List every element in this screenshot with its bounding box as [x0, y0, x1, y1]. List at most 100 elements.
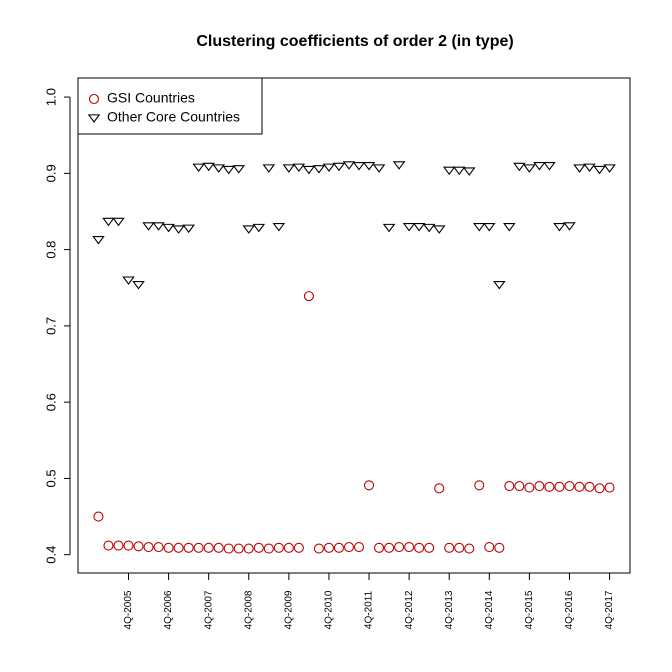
point: [212, 164, 225, 173]
point: [143, 542, 154, 553]
point: [352, 162, 366, 171]
point: [312, 165, 326, 174]
point: [484, 542, 495, 553]
point: [444, 542, 455, 553]
point: [252, 223, 266, 233]
point: [222, 165, 236, 175]
point: [533, 162, 546, 171]
point: [192, 163, 205, 173]
point: [563, 222, 576, 231]
point: [504, 481, 515, 492]
point: [182, 224, 195, 234]
x-tick-label: 4Q-2005: [123, 590, 134, 629]
point: [88, 93, 100, 105]
point: [322, 163, 336, 173]
point: [454, 542, 465, 553]
point: [323, 542, 334, 553]
point: [462, 167, 476, 176]
point: [262, 164, 276, 173]
point: [102, 217, 115, 227]
point: [342, 161, 356, 170]
point: [203, 542, 214, 553]
point: [554, 481, 565, 492]
point: [604, 482, 615, 493]
point: [464, 543, 475, 554]
point: [363, 480, 375, 491]
point: [113, 540, 124, 551]
x-tick-label: 4Q-2009: [283, 590, 294, 629]
point: [523, 164, 536, 173]
point: [412, 223, 426, 232]
legend-label: Other Core Countries: [107, 109, 240, 125]
x-tick-label: 4Q-2017: [604, 590, 615, 629]
point: [233, 543, 244, 554]
point: [584, 481, 595, 492]
x-tick-label: 4Q-2014: [484, 590, 495, 629]
point: [263, 543, 274, 554]
point: [162, 223, 175, 233]
point: [404, 542, 415, 553]
point: [524, 482, 535, 493]
x-tick-label: 4Q-2015: [524, 590, 535, 629]
point: [193, 542, 204, 553]
point: [223, 543, 234, 554]
point: [303, 291, 314, 302]
point: [293, 542, 304, 553]
point: [87, 114, 101, 123]
point: [292, 163, 306, 173]
point: [163, 542, 174, 553]
point: [534, 481, 545, 492]
point: [202, 162, 215, 172]
point: [343, 542, 355, 553]
point: [394, 542, 405, 553]
point: [232, 165, 246, 174]
point: [553, 223, 566, 232]
point: [333, 542, 345, 553]
point: [183, 542, 194, 553]
point: [152, 222, 165, 231]
x-tick-label: 4Q-2010: [324, 590, 335, 629]
point: [353, 542, 365, 553]
point: [544, 481, 555, 492]
point: [172, 225, 185, 234]
y-tick-label: 1.0: [43, 88, 58, 106]
point: [434, 483, 445, 494]
y-tick-label: 0.8: [43, 241, 58, 259]
point: [543, 162, 556, 171]
chart-title: Clustering coefficients of order 2 (in t…: [196, 33, 513, 50]
point: [374, 542, 385, 553]
point: [472, 223, 486, 232]
point: [432, 225, 446, 234]
point: [493, 281, 506, 290]
point: [494, 542, 505, 553]
point: [452, 166, 466, 176]
point: [424, 542, 435, 553]
point: [132, 281, 145, 290]
point: [313, 543, 324, 554]
x-tick-label: 4Q-2016: [564, 590, 575, 629]
point: [93, 511, 104, 522]
point: [253, 542, 264, 553]
point: [122, 276, 135, 285]
point: [242, 225, 256, 234]
legend-box: [77, 77, 263, 135]
point: [414, 542, 425, 553]
point: [332, 162, 346, 172]
y-tick-label: 0.5: [43, 469, 58, 487]
point: [442, 166, 456, 176]
point: [213, 542, 224, 553]
point: [503, 223, 516, 232]
y-tick-label: 0.4: [43, 546, 58, 564]
point: [382, 223, 396, 233]
point: [384, 542, 395, 553]
y-tick-label: 0.9: [43, 164, 58, 182]
point: [603, 164, 616, 173]
point: [593, 165, 606, 175]
point: [564, 481, 575, 492]
x-tick-label: 4Q-2008: [243, 590, 254, 629]
point: [302, 165, 316, 175]
x-tick-label: 4Q-2006: [163, 590, 174, 629]
point: [514, 481, 525, 492]
point: [583, 163, 596, 173]
